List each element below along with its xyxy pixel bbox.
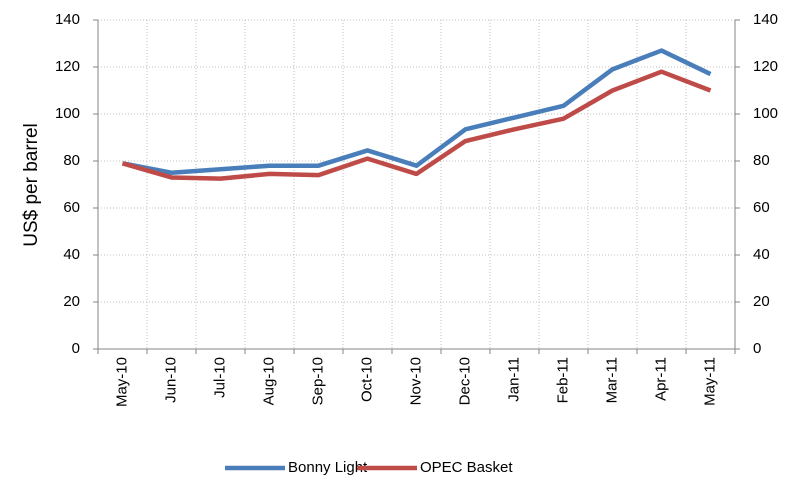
y-tick-label: 60 [63,199,80,216]
x-tick-label: May-11 [701,357,718,406]
x-tick-label: Mar-11 [603,357,620,403]
y-tick-label: 0 [72,340,80,357]
y2-tick-label: 100 [753,105,778,122]
y-tick-label: 100 [55,105,80,122]
x-tick-label: Sep-10 [309,357,326,405]
x-tick-label: Apr-11 [652,357,669,401]
y2-tick-label: 140 [753,11,778,28]
x-tick-label: Aug-10 [260,357,277,405]
legend-label: OPEC Basket [420,459,513,476]
x-tick-label: Jul-10 [211,357,228,398]
y2-tick-label: 40 [753,246,770,263]
x-tick-label: May-10 [113,357,130,407]
x-tick-label: Feb-11 [554,357,571,403]
series-line [121,69,712,181]
y-axis-title: US$ per barrel [21,123,42,247]
x-tick-label: Nov-10 [407,357,424,405]
series-line [122,48,712,175]
y-tick-label: 20 [63,293,80,310]
y-tick-label: 40 [63,246,80,263]
y2-tick-label: 60 [753,199,770,216]
x-tick-label: Dec-10 [456,357,473,405]
y-tick-label: 80 [63,152,80,169]
y-tick-label: 120 [55,58,80,75]
y2-tick-label: 0 [753,340,761,357]
x-tick-label: Jun-10 [162,357,179,403]
x-tick-label: Oct-10 [358,357,375,402]
y2-tick-label: 120 [753,58,778,75]
legend-label: Bonny Light [288,459,368,476]
y2-tick-label: 80 [753,152,770,169]
y2-tick-label: 20 [753,293,770,310]
y-tick-label: 140 [55,11,80,28]
x-tick-label: Jan-11 [505,357,522,402]
